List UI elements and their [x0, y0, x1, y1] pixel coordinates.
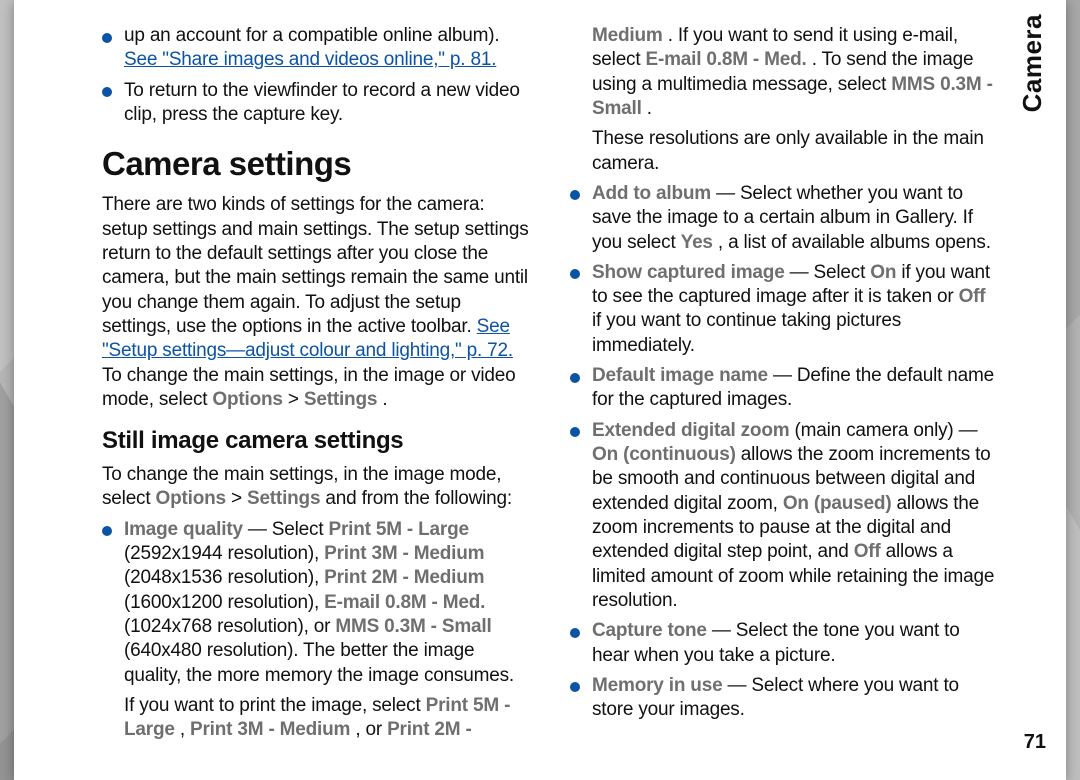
page-number: 71	[1024, 731, 1046, 754]
opt-print-3m: Print 3M - Medium	[324, 543, 484, 564]
text: (2048x1536 resolution),	[124, 567, 324, 588]
para-text: .	[382, 389, 387, 410]
opt-on: On	[870, 262, 896, 283]
opt-email-08m: E-mail 0.8M - Med.	[646, 49, 807, 70]
bullet-add-to-album: Add to album — Select whether you want t…	[570, 182, 998, 255]
para-text: There are two kinds of settings for the …	[102, 194, 529, 337]
opt-yes: Yes	[681, 232, 713, 253]
heading-camera-settings: Camera settings	[102, 143, 530, 185]
intro-bullet-online-album: up an account for a compatible online al…	[102, 24, 530, 73]
opt-on-paused: On (paused)	[783, 493, 892, 514]
text: if you want to continue taking pictures …	[592, 310, 901, 355]
still-image-intro: To change the main settings, in the imag…	[102, 463, 530, 512]
ui-options: Options	[212, 389, 282, 410]
ui-settings: Settings	[247, 488, 320, 509]
bullet-show-captured-image: Show captured image — Select On if you w…	[570, 261, 998, 358]
text: (main camera only) —	[795, 420, 978, 441]
opt-print-3m: Print 3M - Medium	[190, 719, 350, 740]
bullet-extended-digital-zoom: Extended digital zoom (main camera only)…	[570, 419, 998, 614]
intro-bullet-viewfinder: To return to the viewfinder to record a …	[102, 79, 530, 128]
label-capture-tone: Capture tone	[592, 620, 707, 641]
text: .	[647, 98, 652, 119]
link-share-online[interactable]: See "Share images and videos online," p.…	[124, 49, 496, 70]
opt-off: Off	[959, 286, 986, 307]
opt-on-continuous: On (continuous)	[592, 444, 736, 465]
opt-mms-03m: MMS 0.3M - Small	[335, 616, 491, 637]
label-memory-in-use: Memory in use	[592, 675, 722, 696]
intro-bullet-list: up an account for a compatible online al…	[102, 24, 530, 127]
opt-print-2m: Print 2M - Medium	[324, 567, 484, 588]
text: If you want to print the image, select	[124, 695, 426, 716]
page-content: up an account for a compatible online al…	[102, 24, 998, 756]
text: , or	[355, 719, 387, 740]
bullet-default-image-name: Default image name — Define the default …	[570, 364, 998, 413]
para-text: and from the following:	[325, 488, 512, 509]
label-ext-zoom: Extended digital zoom	[592, 420, 789, 441]
para-text: >	[288, 389, 304, 410]
para-text: >	[231, 488, 247, 509]
label-show-captured: Show captured image	[592, 262, 785, 283]
bullet-capture-tone: Capture tone — Select the tone you want …	[570, 619, 998, 668]
label-add-to-album: Add to album	[592, 183, 711, 204]
intro-bullet-text: To return to the viewfinder to record a …	[124, 80, 520, 125]
text: ,	[180, 719, 190, 740]
text: (1600x1200 resolution),	[124, 592, 324, 613]
manual-page: Camera 71 up an account for a compatible…	[14, 0, 1066, 780]
text: , a list of available albums opens.	[718, 232, 991, 253]
ui-settings: Settings	[304, 389, 377, 410]
opt-print-5m: Print 5M - Large	[329, 519, 469, 540]
section-tab-camera: Camera	[1017, 14, 1048, 112]
text: (640x480 resolution). The better the ima…	[124, 640, 514, 685]
label-default-name: Default image name	[592, 365, 768, 386]
label-image-quality: Image quality	[124, 519, 243, 540]
intro-bullet-text: up an account for a compatible online al…	[124, 25, 499, 46]
text: — Select	[790, 262, 871, 283]
opt-off: Off	[854, 541, 881, 562]
text: (2592x1944 resolution),	[124, 543, 324, 564]
opt-email-08m: E-mail 0.8M - Med.	[324, 592, 485, 613]
text: — Select	[248, 519, 329, 540]
camera-settings-paragraph: There are two kinds of settings for the …	[102, 193, 530, 412]
text: (1024x768 resolution), or	[124, 616, 335, 637]
heading-still-image-settings: Still image camera settings	[102, 426, 530, 457]
bullet-memory-in-use: Memory in use — Select where you want to…	[570, 674, 998, 723]
ui-options: Options	[156, 488, 226, 509]
image-quality-note: These resolutions are only available in …	[592, 127, 998, 176]
